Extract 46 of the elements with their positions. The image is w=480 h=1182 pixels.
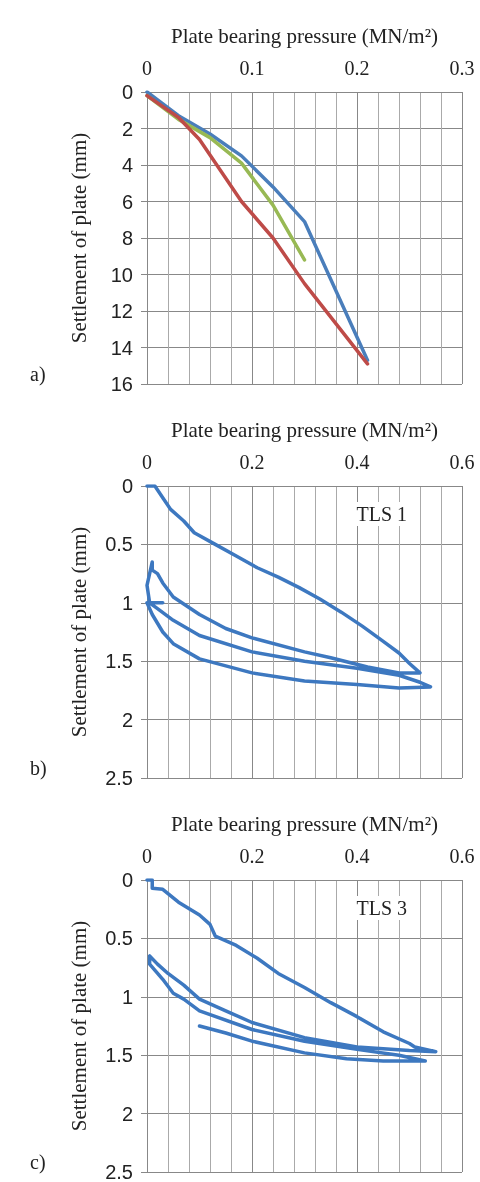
x-tick-label: 0.4	[344, 845, 370, 867]
y-axis-title: Settlement of plate (mm)	[66, 132, 91, 344]
x-tick-label: 0	[142, 57, 152, 79]
y-axis-title: Settlement of plate (mm)	[66, 920, 91, 1132]
x-tick-label: 0	[142, 451, 152, 473]
x-axis-title: Plate bearing pressure (MN/m²)	[171, 811, 438, 836]
y-tick-label: 14	[110, 336, 133, 359]
x-tick-label: 0.6	[449, 845, 475, 867]
x-axis-title: Plate bearing pressure (MN/m²)	[171, 417, 438, 442]
y-tick-label: 8	[121, 227, 133, 249]
y-tick-label: 6	[121, 190, 133, 213]
text: a)	[30, 363, 46, 386]
text: b)	[30, 757, 47, 780]
y-tick-label: 4	[121, 154, 133, 176]
y-axis-title: Settlement of plate (mm)	[66, 526, 91, 738]
text: c)	[30, 1151, 46, 1174]
annotation: TLS 1	[356, 503, 408, 525]
y-tick-label: 2.5	[105, 1161, 133, 1182]
x-tick-label: 0.1	[239, 57, 265, 79]
x-tick-label: 0.3	[449, 57, 475, 79]
y-tick-label: 2	[121, 1102, 133, 1125]
y-tick-label: 1.5	[105, 1044, 133, 1067]
y-tick-label: 0.5	[105, 927, 133, 950]
x-tick-label: 0.2	[239, 451, 265, 473]
y-tick-label: 10	[110, 263, 133, 286]
x-tick-label: 0.6	[449, 451, 475, 473]
y-tick-label: 0	[121, 869, 133, 891]
y-tick-label: 2	[121, 708, 133, 731]
x-tick-label: 0.2	[239, 845, 265, 867]
annotation: TLS 3	[356, 897, 408, 919]
y-tick-label: 1	[121, 591, 133, 614]
x-axis-title: Plate bearing pressure (MN/m²)	[171, 23, 438, 48]
y-tick-label: 2.5	[105, 767, 133, 789]
x-tick-label: 0.4	[344, 451, 370, 473]
line-series	[145, 484, 433, 690]
y-tick-label: 16	[110, 373, 133, 395]
y-tick-label: 2	[121, 117, 133, 140]
y-tick-label: 12	[110, 300, 133, 322]
y-tick-label: 0	[121, 81, 133, 103]
y-tick-label: 0.5	[105, 533, 133, 556]
x-tick-label: 0	[142, 845, 152, 867]
y-tick-label: 1	[121, 985, 133, 1008]
line-series	[145, 878, 438, 1063]
x-tick-label: 0.2	[344, 57, 370, 79]
y-tick-label: 0	[121, 475, 133, 497]
y-tick-label: 1.5	[105, 650, 133, 673]
